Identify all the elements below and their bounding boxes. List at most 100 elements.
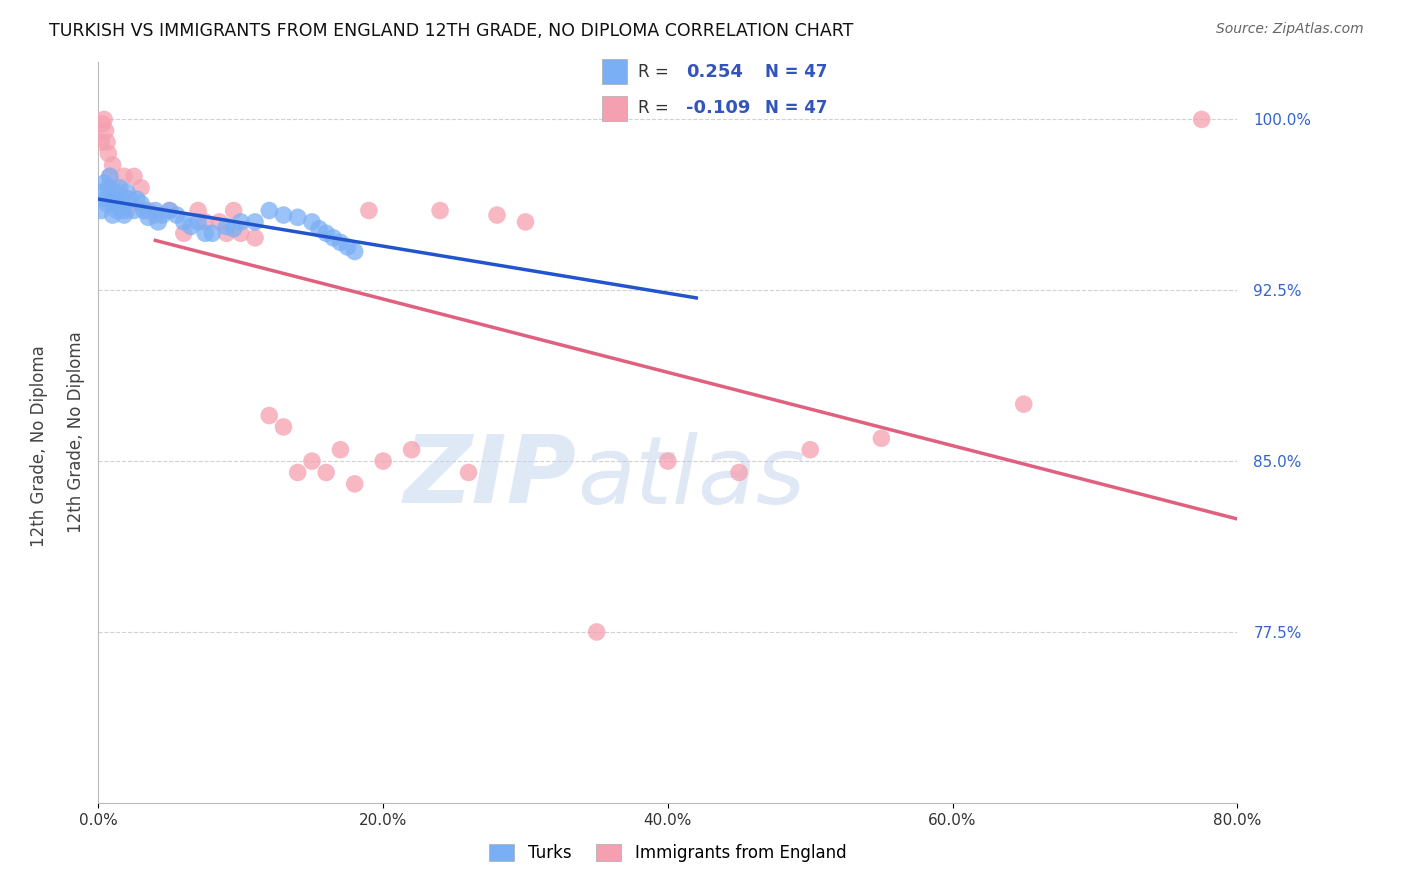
Text: 0.254: 0.254 <box>686 62 742 80</box>
Point <box>145 203 167 218</box>
Text: ZIP: ZIP <box>404 431 576 523</box>
Point <box>243 231 266 245</box>
Point <box>105 203 128 218</box>
Point <box>322 231 344 245</box>
Point <box>259 409 281 423</box>
FancyBboxPatch shape <box>602 59 627 85</box>
Point <box>111 203 134 218</box>
Point <box>118 192 141 206</box>
Point <box>201 227 224 241</box>
Point <box>870 431 893 445</box>
Point <box>222 203 245 218</box>
Text: R =: R = <box>638 99 675 117</box>
Point <box>657 454 679 468</box>
Point <box>315 466 337 480</box>
Point <box>187 203 209 218</box>
Point <box>97 146 120 161</box>
Point <box>103 196 125 211</box>
Point <box>166 208 188 222</box>
Point <box>287 211 309 225</box>
Point <box>329 235 352 250</box>
Point <box>429 203 451 218</box>
Point <box>136 211 159 225</box>
Point <box>90 203 112 218</box>
Point <box>336 240 359 254</box>
Point <box>215 227 238 241</box>
Point <box>301 215 323 229</box>
Point <box>357 203 380 218</box>
Point <box>515 215 537 229</box>
Point <box>173 227 195 241</box>
Point <box>159 203 181 218</box>
Point <box>187 215 209 229</box>
Point <box>259 203 281 218</box>
Point <box>104 192 127 206</box>
Point <box>194 227 217 241</box>
Point <box>122 203 145 218</box>
Point <box>222 221 245 235</box>
Point <box>343 476 366 491</box>
Point <box>108 180 131 194</box>
Point <box>273 420 295 434</box>
Point <box>173 215 195 229</box>
Point <box>112 208 135 222</box>
Point <box>96 196 118 211</box>
Point <box>180 219 202 234</box>
Legend: Turks, Immigrants from England: Turks, Immigrants from England <box>482 837 853 869</box>
Point <box>308 221 330 235</box>
Point <box>287 466 309 480</box>
Point <box>98 169 121 184</box>
Point <box>1191 112 1213 127</box>
Point <box>315 227 337 241</box>
Point <box>110 192 132 206</box>
Point <box>94 192 117 206</box>
Point <box>457 466 479 480</box>
Point <box>373 454 395 468</box>
Point <box>486 208 509 222</box>
Point <box>229 215 252 229</box>
Point <box>112 169 135 184</box>
Point <box>301 454 323 468</box>
Point <box>93 176 115 190</box>
Point <box>100 180 122 194</box>
Point <box>94 124 117 138</box>
Point <box>401 442 423 457</box>
Point <box>97 180 120 194</box>
Y-axis label: 12th Grade, No Diploma: 12th Grade, No Diploma <box>66 332 84 533</box>
Point <box>115 203 138 218</box>
Point <box>90 135 112 149</box>
Point <box>115 186 138 200</box>
Point <box>229 227 252 241</box>
Point <box>1012 397 1035 411</box>
Text: Source: ZipAtlas.com: Source: ZipAtlas.com <box>1216 22 1364 37</box>
Point <box>100 192 122 206</box>
Text: N = 47: N = 47 <box>765 99 827 117</box>
Text: atlas: atlas <box>576 432 806 523</box>
Text: -0.109: -0.109 <box>686 99 751 117</box>
Point <box>728 466 751 480</box>
Text: N = 47: N = 47 <box>765 62 827 80</box>
Point <box>148 215 170 229</box>
Point <box>208 215 231 229</box>
Point <box>585 624 607 639</box>
Point <box>152 208 174 222</box>
Point <box>96 135 118 149</box>
Point <box>799 442 821 457</box>
Point <box>215 219 238 234</box>
Point <box>125 192 148 206</box>
Point <box>91 186 114 200</box>
Point <box>129 196 152 211</box>
Point <box>129 180 152 194</box>
FancyBboxPatch shape <box>602 95 627 121</box>
Point <box>104 186 127 200</box>
Point <box>194 215 217 229</box>
Point <box>108 186 131 200</box>
Point <box>98 169 121 184</box>
Point <box>273 208 295 222</box>
Point <box>132 203 155 218</box>
Point <box>343 244 366 259</box>
Point <box>122 169 145 184</box>
Text: 12th Grade, No Diploma: 12th Grade, No Diploma <box>31 345 48 547</box>
Text: TURKISH VS IMMIGRANTS FROM ENGLAND 12TH GRADE, NO DIPLOMA CORRELATION CHART: TURKISH VS IMMIGRANTS FROM ENGLAND 12TH … <box>49 22 853 40</box>
Point <box>136 203 159 218</box>
